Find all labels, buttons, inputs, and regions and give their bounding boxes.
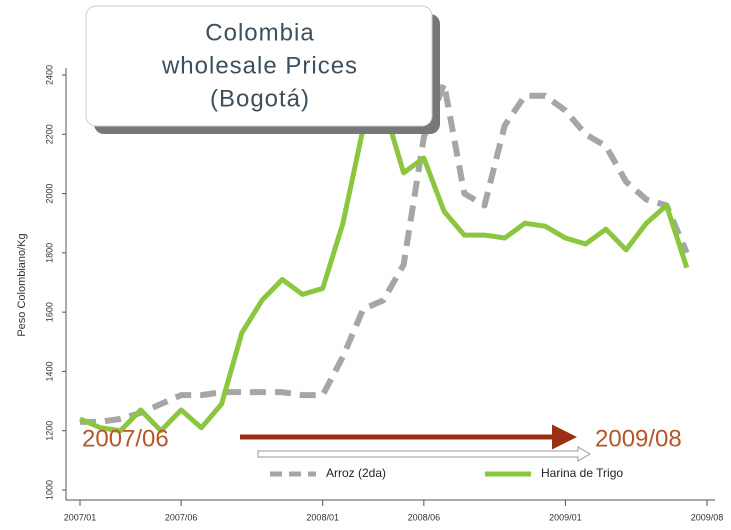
y-tick-label: 2400 <box>44 65 54 85</box>
x-tick-label: 2009/08 <box>691 512 724 522</box>
y-tick-label: 2200 <box>44 124 54 144</box>
y-tick-label: 1000 <box>44 480 54 500</box>
hollow-arrow <box>257 446 591 462</box>
line-series <box>80 80 690 425</box>
y-tick-label: 1200 <box>44 421 54 441</box>
chart-title: Colombia <box>205 19 314 46</box>
y-axis-label: Peso Colombiano/Kg <box>16 233 28 336</box>
annotation: 2009/08 <box>595 425 682 452</box>
chart-title: (Bogotá) <box>210 85 310 112</box>
y-tick-label: 2000 <box>44 184 54 204</box>
x-tick-label: 2007/06 <box>165 512 198 522</box>
legend-label: Arroz (2da) <box>326 466 386 480</box>
x-tick-label: 2009/01 <box>549 512 582 522</box>
y-tick-label: 1800 <box>44 243 54 263</box>
legend-label: Harina de Trigo <box>541 466 623 480</box>
x-tick-label: 2008/06 <box>408 512 441 522</box>
title-box <box>85 5 433 127</box>
chart-title: wholesale Prices <box>161 52 358 79</box>
line-series <box>78 102 690 434</box>
x-tick-label: 2007/01 <box>64 512 97 522</box>
y-tick-label: 1600 <box>44 302 54 322</box>
annotation: 2007/06 <box>82 425 169 452</box>
y-tick-label: 1400 <box>44 361 54 381</box>
x-tick-label: 2008/01 <box>306 512 339 522</box>
